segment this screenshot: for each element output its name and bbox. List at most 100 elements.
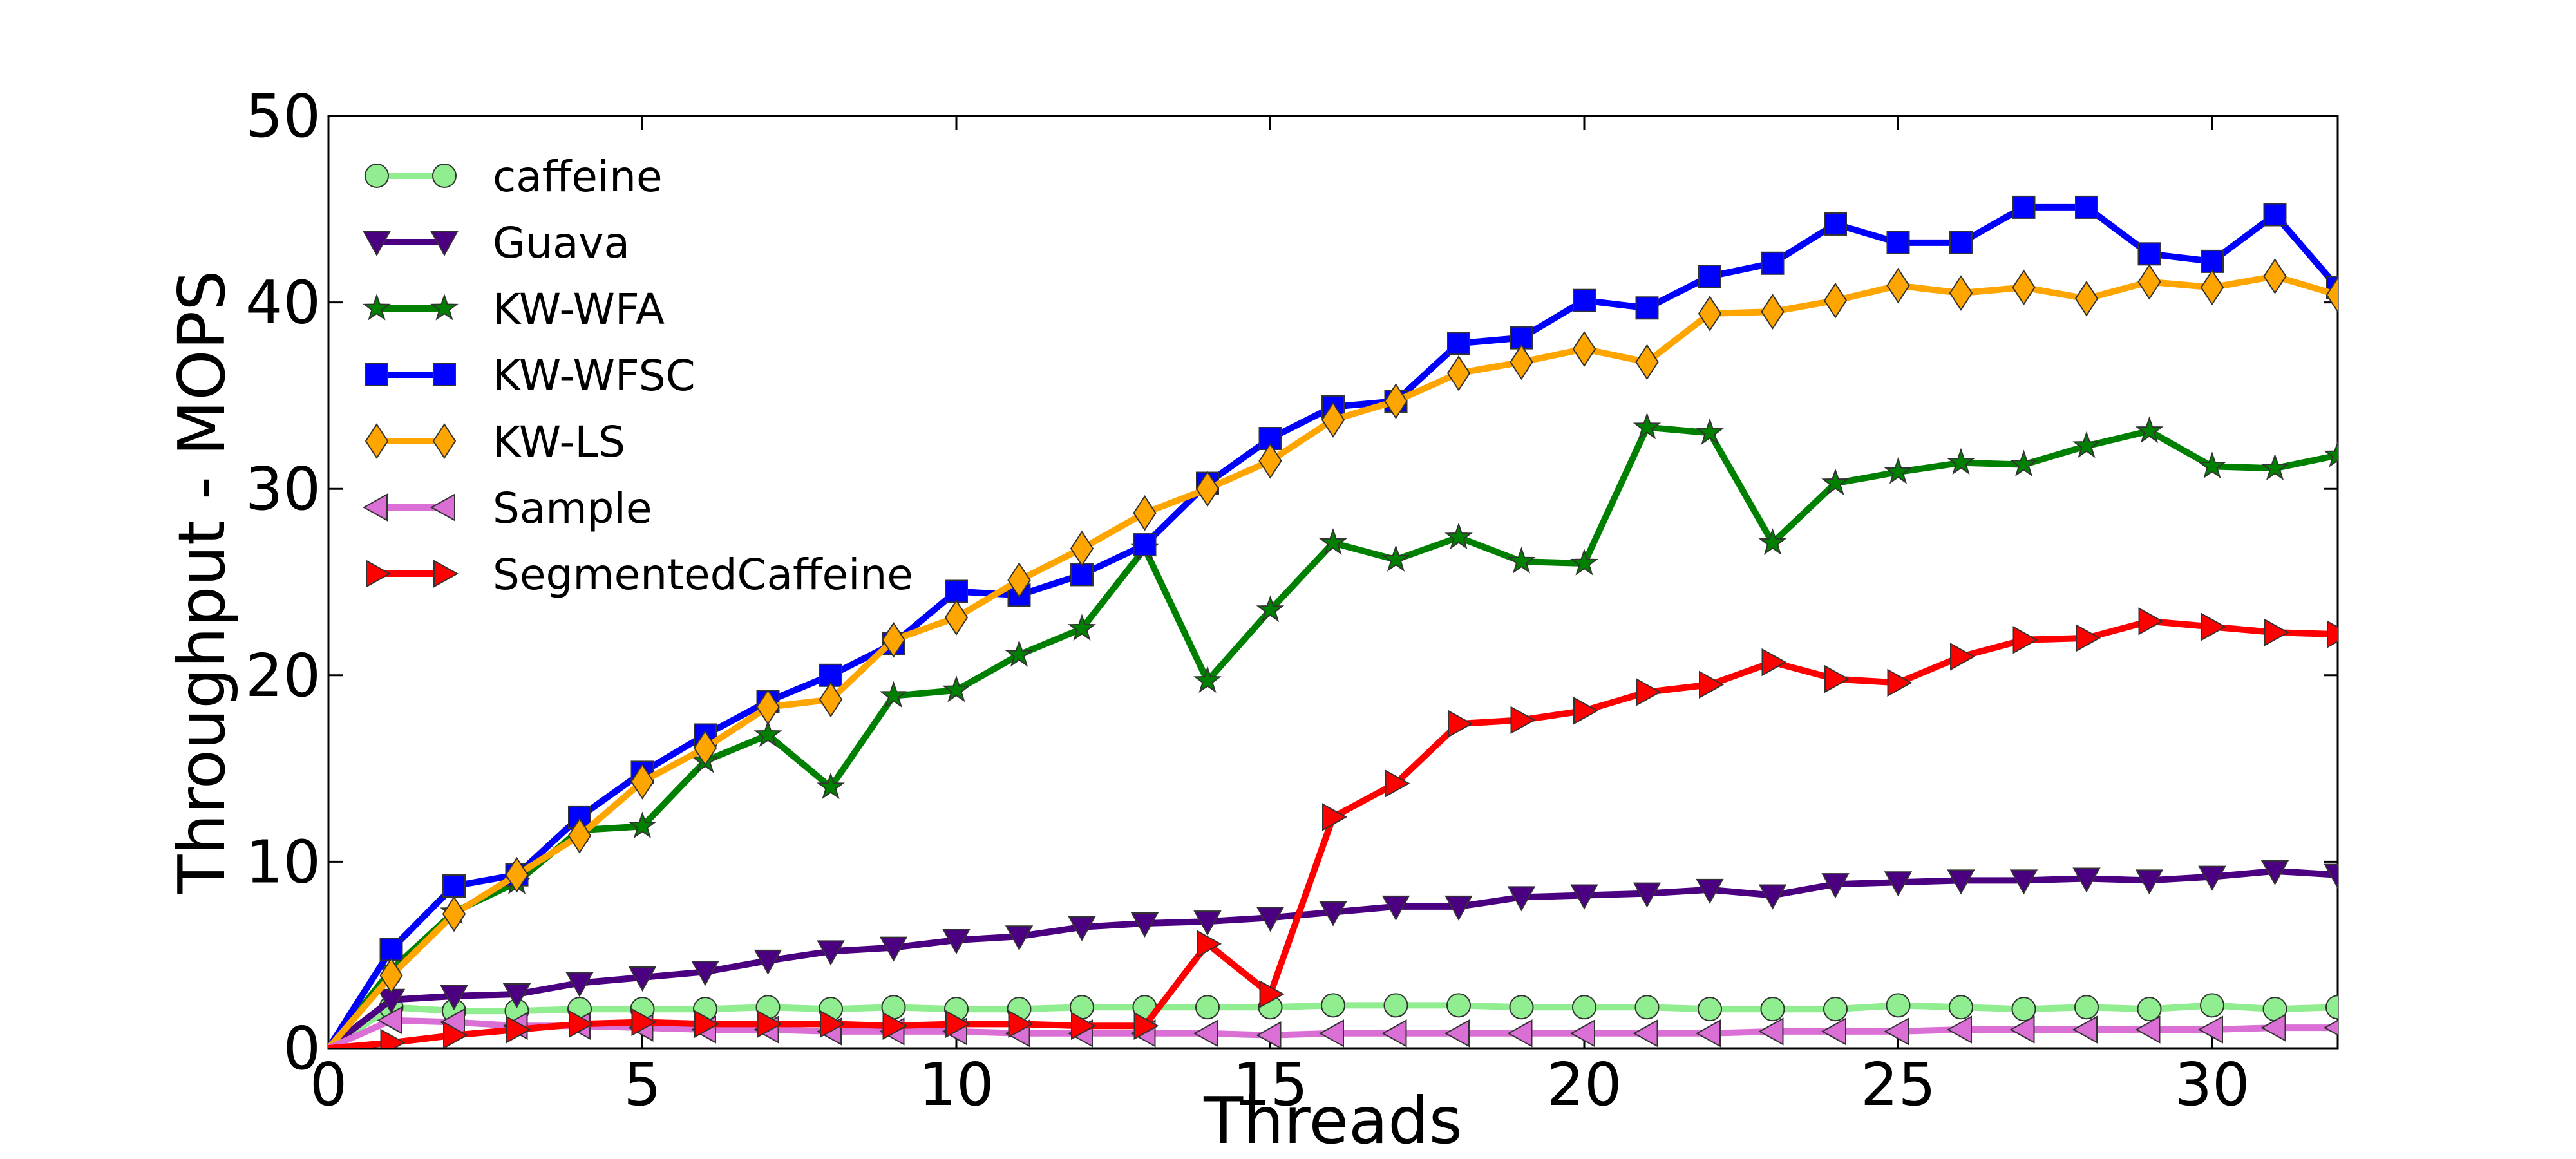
data-point [1256, 907, 1285, 932]
legend-marker-end [432, 423, 457, 459]
data-point [1698, 296, 1722, 332]
data-point [1572, 331, 1596, 367]
data-point [1824, 664, 1850, 693]
legend-marker-end [430, 231, 459, 257]
data-point [1193, 910, 1222, 936]
data-point [1384, 383, 1408, 419]
data-point [1949, 275, 1973, 311]
data-point [2137, 263, 2161, 300]
data-point [2075, 195, 2098, 219]
data-point [567, 818, 592, 854]
data-point [1444, 522, 1473, 550]
data-point [1886, 267, 1910, 304]
data-point [2137, 997, 2162, 1022]
data-point [1256, 595, 1285, 623]
data-point [1444, 895, 1473, 921]
data-point [1322, 803, 1348, 831]
data-point [380, 1028, 406, 1048]
data-point [691, 961, 719, 986]
data-point [944, 599, 969, 636]
data-point [1195, 995, 1220, 1020]
data-point [442, 874, 466, 898]
data-point [2135, 416, 2164, 444]
data-point [1193, 1019, 1218, 1048]
data-point [1695, 1019, 1721, 1048]
data-point [2264, 618, 2289, 646]
data-point [1446, 355, 1471, 391]
data-point [882, 1012, 908, 1040]
data-point [1884, 1017, 1909, 1046]
legend-marker-start [365, 423, 389, 459]
y-tick-label: 0 [283, 1014, 321, 1083]
data-point [1821, 468, 1850, 496]
data-point [506, 1015, 531, 1044]
data-point [756, 689, 780, 725]
legend-label: KW-WFA [493, 285, 665, 334]
data-point [379, 957, 403, 994]
data-point [879, 936, 908, 962]
data-point [1758, 884, 1787, 910]
data-point [377, 1006, 402, 1035]
data-point [1887, 668, 1913, 697]
data-point [1569, 1019, 1595, 1048]
data-point [1949, 231, 1973, 254]
data-point [1886, 231, 1910, 254]
data-point [820, 1010, 846, 1039]
data-point [757, 1010, 782, 1039]
data-point [1696, 878, 1724, 904]
data-point [1633, 412, 1662, 440]
x-tick-label: 5 [623, 1050, 661, 1119]
data-point [1258, 427, 1282, 451]
x-tick-label: 20 [1546, 1050, 1622, 1119]
data-point [1005, 639, 1034, 667]
data-point [569, 1010, 594, 1039]
data-point [2260, 453, 2289, 480]
data-point [694, 1010, 720, 1039]
data-point [1572, 995, 1596, 1020]
data-point [753, 720, 782, 748]
data-point [2009, 869, 2038, 895]
data-point [2072, 431, 2101, 458]
data-point [1884, 457, 1913, 484]
data-point [1509, 995, 1534, 1020]
data-point [1510, 706, 1536, 735]
data-point [693, 730, 717, 766]
data-point [2323, 1019, 2338, 1036]
legend-label: SegmentedCaffeine [493, 550, 913, 599]
data-point [1947, 448, 1975, 475]
y-tick-label: 10 [245, 827, 321, 896]
data-point [1444, 1019, 1470, 1048]
data-point [945, 580, 968, 603]
axis-tick-labels: 0 5 10 15 20 25 30 0 10 20 30 40 50 [245, 82, 2250, 1119]
data-point [1636, 678, 1662, 706]
data-point [2138, 607, 2164, 636]
data-point [882, 621, 905, 658]
data-point [1760, 997, 1785, 1022]
legend: caffeine Guava KW-WFA KW-WFSC KW-LS Sample Seg… [362, 152, 913, 599]
data-point [1321, 402, 1345, 438]
data-point [628, 811, 657, 839]
data-point [2072, 1015, 2098, 1044]
legend-entry: Guava [363, 218, 630, 268]
data-point [630, 764, 654, 800]
plot-frame [327, 115, 2339, 1050]
data-point [1634, 995, 1660, 1020]
legend-marker-end [433, 560, 459, 588]
data-point [631, 1008, 657, 1037]
legend-marker-end [432, 164, 457, 188]
data-point [2009, 1015, 2035, 1044]
legend-entry: KW-WFA [363, 285, 665, 334]
data-point [1381, 1019, 1407, 1048]
legend-label: Guava [493, 218, 630, 268]
data-point [442, 896, 466, 932]
data-point [1886, 993, 1911, 1018]
data-point [2324, 863, 2338, 889]
legend-label: caffeine [493, 152, 663, 202]
data-point [942, 929, 971, 955]
series-guava [328, 860, 2338, 1048]
data-point [2074, 280, 2099, 317]
data-point [2012, 626, 2038, 654]
legend-entry: KW-LS [365, 417, 625, 467]
data-point [1005, 925, 1034, 951]
x-axis-title: Threads [1203, 1083, 1463, 1158]
